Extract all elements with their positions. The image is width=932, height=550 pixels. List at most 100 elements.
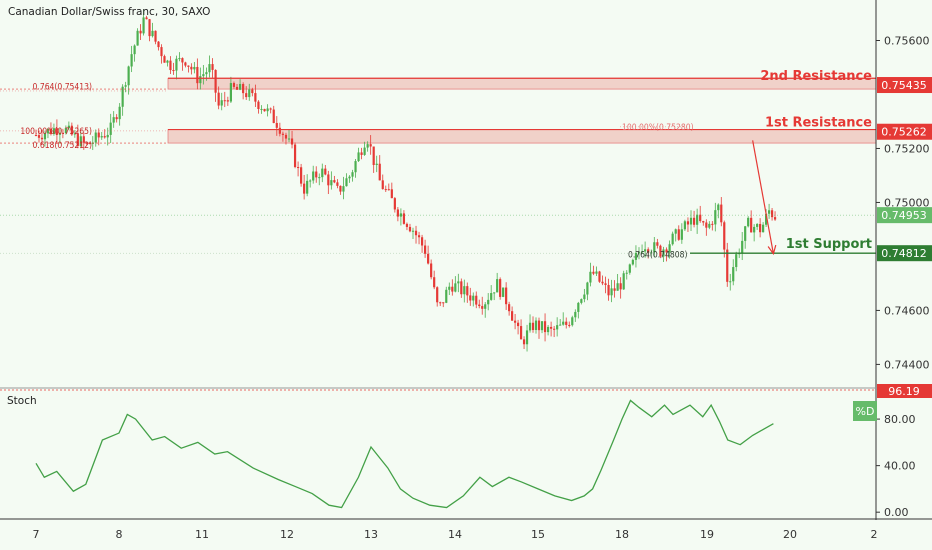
candle-up: [753, 226, 756, 233]
candle-down: [711, 223, 714, 225]
candle-down: [37, 135, 41, 138]
candle-up: [610, 288, 613, 296]
candle-down: [184, 62, 187, 66]
y-tick-label: 0.74600: [884, 304, 930, 317]
candle-up: [689, 217, 693, 225]
candle-down: [190, 66, 193, 70]
candle-down: [181, 58, 184, 63]
y-tick-label: 0.75000: [884, 196, 930, 209]
candle-down: [430, 263, 433, 278]
candle-down: [217, 92, 220, 106]
x-tick-label: 8: [116, 528, 123, 541]
fib-label: 100.00%(0.75265): [20, 127, 92, 137]
candle-down: [378, 163, 381, 181]
candle-down: [522, 339, 526, 345]
candle-up: [680, 229, 683, 240]
candle-up: [525, 330, 529, 345]
candle-down: [187, 65, 190, 67]
candle-up: [112, 117, 115, 123]
level-price-text: 0.75435: [881, 79, 927, 92]
candle-down: [384, 189, 387, 191]
candle-up: [124, 85, 127, 87]
candle-down: [257, 101, 260, 110]
candle-down: [417, 235, 421, 238]
candle-down: [254, 93, 257, 102]
candle-up: [528, 322, 532, 331]
candle-up: [764, 213, 768, 225]
stoch-line: [35, 399, 774, 509]
candle-down: [720, 204, 723, 223]
candle-down: [387, 189, 390, 191]
forecast-arrow: [752, 140, 774, 254]
candle-up: [708, 223, 711, 228]
candle-up: [287, 138, 291, 140]
forecast-arrowhead: [767, 244, 777, 256]
candle-up: [595, 271, 598, 274]
candle-down: [442, 302, 445, 304]
candle-up: [151, 30, 154, 37]
candle-up: [589, 271, 592, 283]
candle-down: [537, 320, 541, 331]
candle-down: [723, 222, 726, 250]
candle-up: [571, 317, 574, 326]
candle-down: [460, 281, 463, 295]
candle-up: [457, 281, 460, 284]
candle-down: [436, 287, 439, 303]
candle-down: [565, 321, 568, 325]
candle-down: [293, 144, 297, 168]
candle-down: [154, 30, 157, 42]
candle-down: [163, 56, 166, 63]
candle-down: [439, 302, 442, 304]
level-price-text: 0.74812: [881, 247, 927, 260]
candle-down: [85, 142, 88, 144]
candle-up: [351, 172, 354, 177]
level-price-badge: [877, 245, 932, 262]
candle-down: [702, 221, 705, 223]
candle-up: [580, 299, 583, 303]
candle-down: [360, 152, 363, 155]
x-tick-label: 19: [700, 528, 714, 541]
candle-down: [169, 60, 172, 71]
candle-down: [607, 284, 610, 296]
candle-down: [692, 217, 696, 225]
candle-up: [631, 259, 634, 265]
candle-down: [433, 277, 436, 288]
candle-down: [148, 19, 151, 37]
candle-up: [375, 163, 378, 165]
candle-up: [463, 286, 466, 295]
stoch-y-tick-label: 0.00: [884, 506, 909, 519]
candle-up: [562, 321, 565, 325]
candle-down: [699, 214, 702, 222]
candle-up: [58, 132, 62, 135]
candle-up: [175, 58, 178, 71]
level-price-badge: [877, 77, 932, 94]
candle-up: [502, 287, 505, 297]
candle-down: [427, 253, 430, 264]
candle-down: [372, 146, 375, 165]
candle-up: [260, 108, 263, 110]
price-candles: [34, 9, 777, 352]
stoch-d-badge[interactable]: [853, 401, 877, 421]
symbol-title: Canadian Dollar/Swiss franc, 30, SAXO: [8, 6, 210, 18]
candle-down: [516, 322, 520, 327]
candle-up: [634, 252, 638, 260]
candle-up: [767, 210, 771, 214]
fib-label: 0.618(0.75212): [33, 141, 92, 151]
candle-down: [34, 134, 38, 136]
candle-up: [330, 180, 333, 186]
candle-up: [136, 30, 139, 46]
candle-down: [157, 41, 160, 48]
stoch-d-line: [35, 399, 774, 509]
candle-up: [399, 213, 403, 217]
candle-down: [513, 320, 517, 323]
candle-down: [55, 128, 59, 135]
candle-down: [40, 137, 44, 140]
candle-down: [242, 84, 245, 94]
candle-down: [420, 237, 424, 246]
candle-up: [454, 283, 457, 292]
candle-down: [531, 322, 535, 330]
candle-down: [402, 213, 406, 224]
candle-down: [686, 221, 690, 225]
candle-up: [696, 214, 699, 225]
candle-up: [321, 168, 324, 178]
